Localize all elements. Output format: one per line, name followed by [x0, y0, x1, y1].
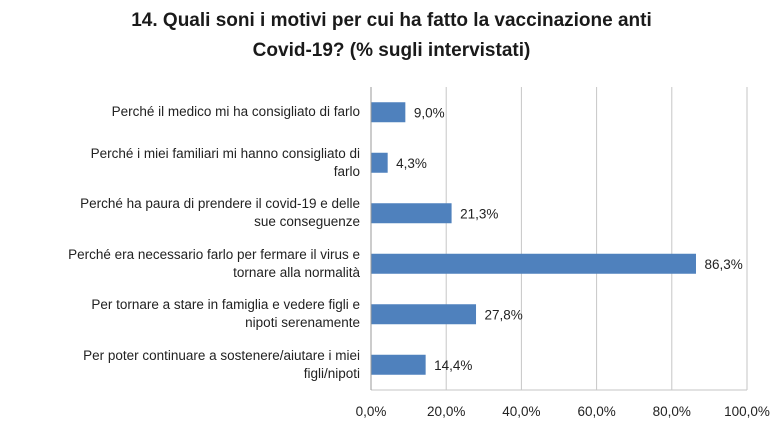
bar [371, 354, 426, 375]
category-label: Perché il medico mi ha consigliato di fa… [4, 103, 360, 121]
category-label-line: nipoti serenamente [245, 315, 360, 331]
category-label-line: Perché ha paura di prendere il covid-19 … [80, 196, 360, 212]
chart-title-line-1: 14. Quali soni i motivi per cui ha fatto… [131, 10, 652, 31]
category-label-line: figli/nipoti [303, 365, 360, 381]
data-label: 14,4% [434, 358, 472, 373]
chart-title-line-2: Covid-19? (% sugli intervistati) [252, 40, 531, 61]
category-label-line: tornare alla normalità [233, 264, 360, 280]
bar [371, 253, 696, 274]
bar [371, 102, 406, 123]
category-label: Perché i miei familiari mi hanno consigl… [4, 145, 360, 181]
category-label-line: Perché i miei familiari mi hanno consigl… [90, 145, 360, 161]
category-label: Per tornare a stare in famiglia e vedere… [4, 296, 360, 332]
x-tick-label: 60,0% [577, 404, 615, 419]
bar [371, 203, 452, 224]
category-label-line: Perché era necessario farlo per fermare … [68, 246, 360, 262]
data-label: 4,3% [396, 156, 427, 171]
data-label: 21,3% [460, 206, 498, 221]
data-label: 9,0% [414, 105, 445, 120]
category-label-line: farlo [333, 163, 360, 179]
bar [371, 304, 477, 325]
chart-title: 14. Quali soni i motivi per cui ha fatto… [0, 6, 783, 66]
x-tick-label: 40,0% [502, 404, 540, 419]
category-label: Perché era necessario farlo per fermare … [4, 246, 360, 282]
category-label: Per poter continuare a sostenere/aiutare… [4, 347, 360, 383]
x-tick-label: 80,0% [653, 404, 691, 419]
data-label: 86,3% [704, 257, 742, 272]
x-tick-label: 100,0% [724, 404, 770, 419]
x-tick-label: 20,0% [427, 404, 465, 419]
x-tick-label: 0,0% [356, 404, 387, 419]
category-label: Perché ha paura di prendere il covid-19 … [4, 195, 360, 231]
data-label: 27,8% [485, 307, 523, 322]
bar [371, 152, 388, 173]
category-label-line: Perché il medico mi ha consigliato di fa… [111, 104, 360, 120]
category-label-line: sue conseguenze [254, 214, 360, 230]
category-label-line: Per poter continuare a sostenere/aiutare… [83, 347, 360, 363]
category-label-line: Per tornare a stare in famiglia e vedere… [91, 297, 360, 313]
